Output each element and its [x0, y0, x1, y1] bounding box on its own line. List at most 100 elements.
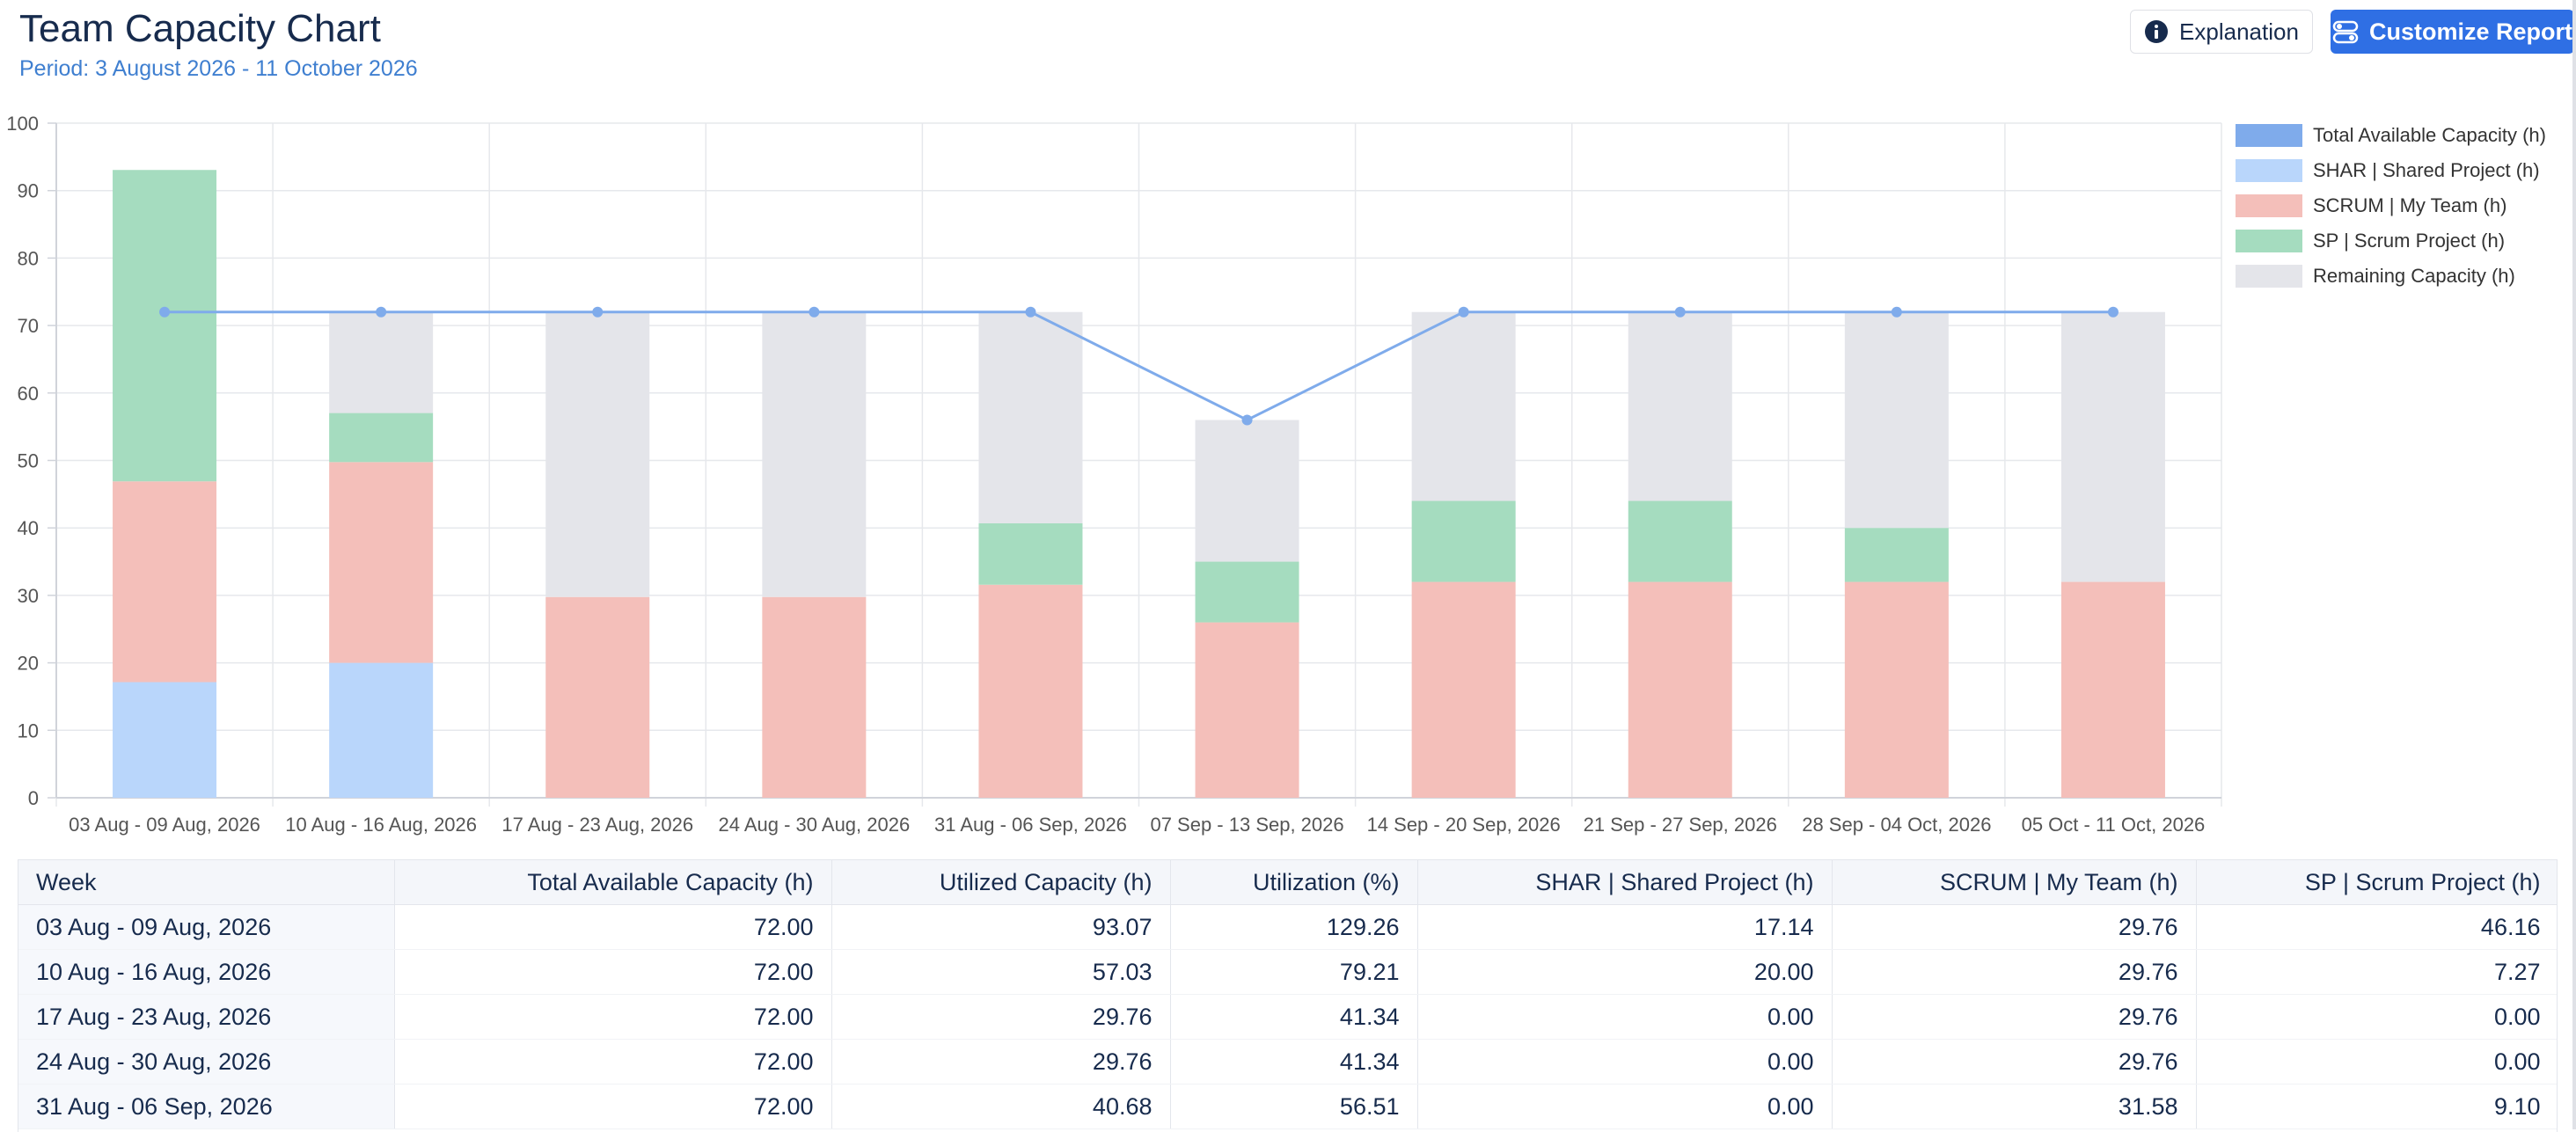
column-header-utilization[interactable]: Utilization (%) — [1170, 860, 1418, 905]
table-cell: 129.26 — [1170, 904, 1418, 950]
capacity-line — [165, 310, 2113, 422]
bar-segment — [1195, 622, 1299, 798]
legend-item-sp[interactable]: SP | Scrum Project (h) — [2236, 223, 2546, 259]
table-cell: 29.76 — [1832, 994, 2197, 1040]
bar-segment — [113, 481, 217, 683]
legend-item-shar[interactable]: SHAR | Shared Project (h) — [2236, 153, 2546, 188]
x-tick-label: 24 Aug - 30 Aug, 2026 — [718, 814, 910, 836]
capacity-point — [1241, 414, 1253, 426]
table-cell: 0.00 — [2196, 1039, 2557, 1085]
bar-segment — [545, 596, 650, 798]
bar-segment — [978, 522, 1083, 585]
legend-swatch — [2236, 159, 2302, 182]
legend-swatch — [2236, 194, 2302, 217]
column-header-utilized[interactable]: Utilized Capacity (h) — [831, 860, 1171, 905]
x-tick-label: 21 Sep - 27 Sep, 2026 — [1584, 814, 1777, 836]
table-cell: 24 Aug - 30 Aug, 2026 — [18, 1039, 395, 1085]
table-cell: 72.00 — [394, 1084, 832, 1129]
legend-item-remaining[interactable]: Remaining Capacity (h) — [2236, 259, 2546, 294]
y-tick-label: 70 — [18, 315, 39, 337]
x-tick-label: 10 Aug - 16 Aug, 2026 — [285, 814, 477, 836]
y-tick-label: 40 — [18, 517, 39, 539]
capacity-point — [1458, 306, 1469, 318]
capacity-point — [2107, 306, 2119, 318]
column-header-total-capacity[interactable]: Total Available Capacity (h) — [394, 860, 832, 905]
table-cell: 7.27 — [2196, 949, 2557, 995]
capacity-point — [809, 306, 820, 318]
table-cell: 0.00 — [2196, 994, 2557, 1040]
table-row: 17 Aug - 23 Aug, 2026 72.00 29.76 41.34 … — [18, 994, 2557, 1040]
customize-report-label: Customize Report — [2368, 18, 2573, 45]
period-subtitle: Period: 3 August 2026 - 11 October 2026 — [19, 56, 418, 81]
table-cell: 93.07 — [831, 904, 1171, 950]
bar-segment — [2060, 311, 2165, 582]
table-cell: 46.16 — [2196, 904, 2557, 950]
bar-segment — [1844, 311, 1949, 529]
capacity-point — [1674, 306, 1686, 318]
window-scrollbar[interactable] — [2572, 0, 2576, 1129]
bar-segment — [113, 682, 217, 798]
bar-segment — [1628, 311, 1732, 501]
legend-item-total-capacity[interactable]: Total Available Capacity (h) — [2236, 118, 2546, 153]
bar-segment — [1844, 581, 1949, 798]
table-cell: 57.03 — [831, 949, 1171, 995]
page-title: Team Capacity Chart — [19, 7, 381, 50]
table-cell: 29.76 — [1832, 904, 2197, 950]
table-cell: 0.00 — [1417, 1039, 1833, 1085]
legend-label: Remaining Capacity (h) — [2313, 265, 2515, 287]
bar-segment — [1411, 311, 1516, 501]
bar-segment — [978, 311, 1083, 523]
table-row: 24 Aug - 30 Aug, 2026 72.00 29.76 41.34 … — [18, 1039, 2557, 1085]
capacity-table: Week Total Available Capacity (h) Utiliz… — [18, 859, 2558, 1132]
x-tick-label: 07 Sep - 13 Sep, 2026 — [1150, 814, 1343, 836]
legend-item-scrum[interactable]: SCRUM | My Team (h) — [2236, 188, 2546, 223]
capacity-chart: 0 10 20 30 40 50 60 70 80 90 100 03 Aug - 09 Aug, 2… — [6, 113, 2222, 836]
table-cell: 29.76 — [831, 1039, 1171, 1085]
bar-segment — [1628, 581, 1732, 798]
table-cell: 31 Aug - 06 Sep, 2026 — [18, 1084, 395, 1129]
y-tick-label: 90 — [18, 180, 39, 202]
column-header-scrum[interactable]: SCRUM | My Team (h) — [1832, 860, 2197, 905]
explanation-button[interactable]: Explanation — [2130, 10, 2313, 54]
legend-swatch — [2236, 124, 2302, 147]
capacity-point — [376, 306, 387, 318]
bar-segment — [329, 413, 434, 463]
legend-swatch — [2236, 230, 2302, 252]
table-cell: 31.58 — [1832, 1084, 2197, 1129]
x-tick-label: 17 Aug - 23 Aug, 2026 — [501, 814, 693, 836]
bar-segment — [1195, 420, 1299, 562]
column-header-sp[interactable]: SP | Scrum Project (h) — [2196, 860, 2557, 905]
table-row: 03 Aug - 09 Aug, 2026 72.00 93.07 129.26… — [18, 904, 2557, 950]
chart-legend: Total Available Capacity (h) SHAR | Shar… — [2236, 118, 2546, 294]
table-cell: 20.00 — [1417, 949, 1833, 995]
capacity-point — [592, 306, 604, 318]
table-cell: 40.68 — [831, 1084, 1171, 1129]
bar-segment — [1844, 528, 1949, 582]
table-cell: 17 Aug - 23 Aug, 2026 — [18, 994, 395, 1040]
column-header-week[interactable]: Week — [18, 860, 395, 905]
bar-segment — [329, 311, 434, 413]
y-tick-label: 10 — [18, 719, 39, 741]
bar-segment — [2060, 581, 2165, 798]
x-tick-label: 05 Oct - 11 Oct, 2026 — [2022, 814, 2206, 836]
column-header-shar[interactable]: SHAR | Shared Project (h) — [1417, 860, 1833, 905]
info-circle-icon — [2144, 19, 2169, 44]
bar-segment — [1411, 581, 1516, 798]
y-tick-label: 60 — [18, 383, 39, 405]
customize-report-button[interactable]: Customize Report — [2331, 10, 2574, 54]
bar-segment — [978, 584, 1083, 798]
capacity-point — [1891, 306, 1902, 318]
legend-label: Total Available Capacity (h) — [2313, 124, 2546, 146]
bar-segment — [329, 462, 434, 663]
x-tick-label: 28 Sep - 04 Oct, 2026 — [1802, 814, 1991, 836]
x-tick-label: 31 Aug - 06 Sep, 2026 — [934, 814, 1127, 836]
bar-segment — [762, 311, 867, 597]
bar-segment — [329, 662, 434, 798]
capacity-point — [159, 306, 171, 318]
table-cell: 10 Aug - 16 Aug, 2026 — [18, 949, 395, 995]
table-cell: 72.00 — [394, 904, 832, 950]
table-cell: 72.00 — [394, 994, 832, 1040]
table-cell: 17.14 — [1417, 904, 1833, 950]
explanation-label: Explanation — [2179, 18, 2299, 45]
legend-label: SP | Scrum Project (h) — [2313, 230, 2506, 252]
